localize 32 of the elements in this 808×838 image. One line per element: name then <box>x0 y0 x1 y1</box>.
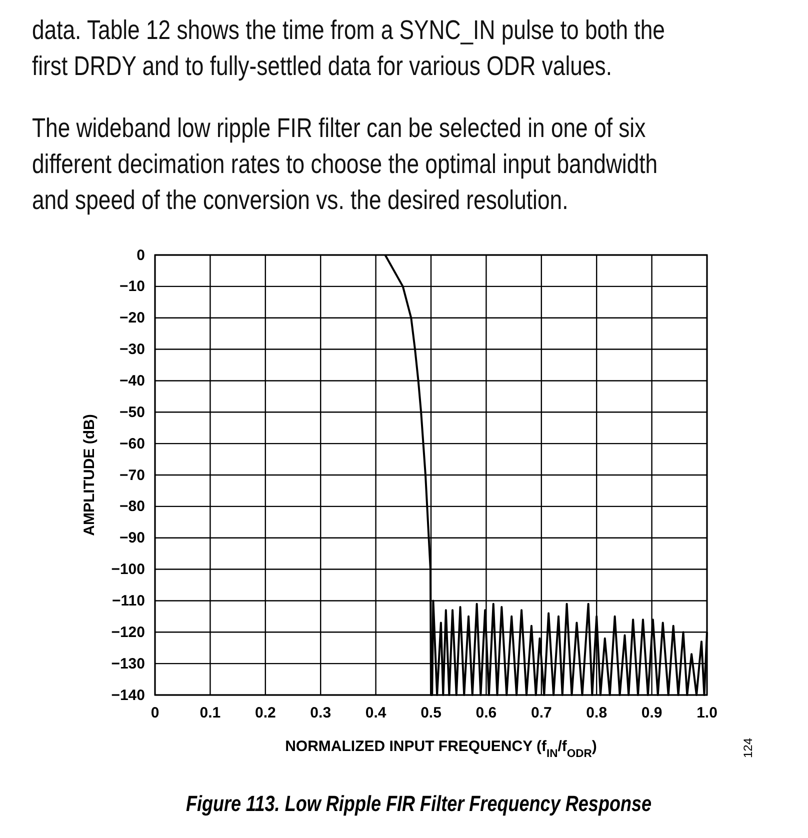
y-tick-label: −140 <box>111 686 145 704</box>
y-tick-label: −130 <box>111 655 145 672</box>
x-tick-label: 0 <box>150 704 160 722</box>
y-tick-label: 0 <box>136 246 145 264</box>
text: data. Table 12 shows the time from a SYNC_IN pulse to both the first DRDY and to fully-settled data for various ODR values. <box>32 16 665 82</box>
y-tick-label: −60 <box>120 435 145 452</box>
y-tick-label: −50 <box>120 404 145 421</box>
y-tick-label: −100 <box>111 561 145 578</box>
y-tick-label: −30 <box>120 341 145 358</box>
y-tick-label: −40 <box>120 372 145 390</box>
y-tick-label: −80 <box>120 498 145 516</box>
x-tick-label: 0.2 <box>254 704 276 722</box>
x-tick-label: 0.8 <box>586 704 608 722</box>
x-tick-label: 0.1 <box>200 704 221 722</box>
x-tick-label: 0.4 <box>365 704 387 722</box>
x-tick-label: 0.6 <box>476 704 497 722</box>
x-tick-label: 1.0 <box>696 704 718 722</box>
y-tick-label: −90 <box>120 530 145 547</box>
x-tick-label: 0.9 <box>641 704 662 722</box>
y-tick-label: −10 <box>120 278 145 296</box>
y-axis-title: AMPLITUDE (dB) <box>81 414 98 536</box>
text: The wideband low ripple FIR filter can be selected in one of six different decimation rates to choose the optimal input bandwidth and speed of the conversion vs. the desired resolution. <box>32 114 658 216</box>
y-tick-label: −120 <box>111 624 145 641</box>
y-tick-label: −20 <box>120 310 145 327</box>
x-tick-label: 0.7 <box>530 704 552 722</box>
text: Figure 113. Low Ripple FIR Filter Frequency Response <box>186 792 652 816</box>
y-tick-label: −110 <box>112 592 145 610</box>
x-tick-label: 0.3 <box>310 704 332 722</box>
text: 124 <box>741 738 755 758</box>
y-tick-label: −70 <box>120 466 145 484</box>
x-axis-title: NORMALIZED INPUT FREQUENCY (f$_{IN}$/f$_{ODR}$) <box>285 738 597 760</box>
x-tick-label: 0.5 <box>420 704 442 722</box>
